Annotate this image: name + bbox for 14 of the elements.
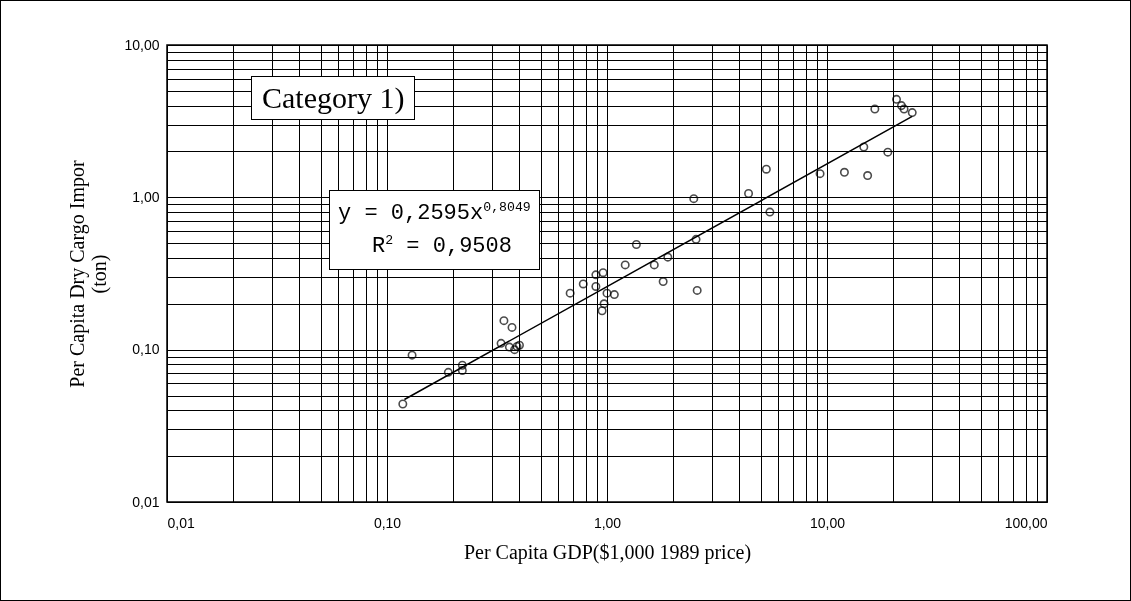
y-tick-label: 0,10	[132, 341, 160, 358]
x-tick-label: 0,10	[373, 514, 402, 531]
x-tick-label: 100,00	[1004, 514, 1048, 531]
y-axis-title: Per Capita Dry Cargo Impor (ton)	[66, 159, 112, 388]
annotation: y = 0,2595x$^{0,8049}$	[338, 198, 531, 228]
x-tick-label: 10,00	[809, 514, 846, 531]
y-tick-label: 10,00	[124, 36, 160, 53]
annotation: R$^{2}$ = 0,9508	[371, 231, 513, 261]
x-tick-label: 0,01	[167, 514, 195, 531]
x-tick-label: 1,00	[593, 514, 622, 531]
y-tick-label: 0,01	[132, 493, 160, 510]
x-axis-title: Per Capita GDP($1,000 1989 price)	[463, 540, 752, 564]
annotation: Category 1)	[251, 76, 416, 120]
y-tick-label: 1,00	[132, 188, 160, 205]
